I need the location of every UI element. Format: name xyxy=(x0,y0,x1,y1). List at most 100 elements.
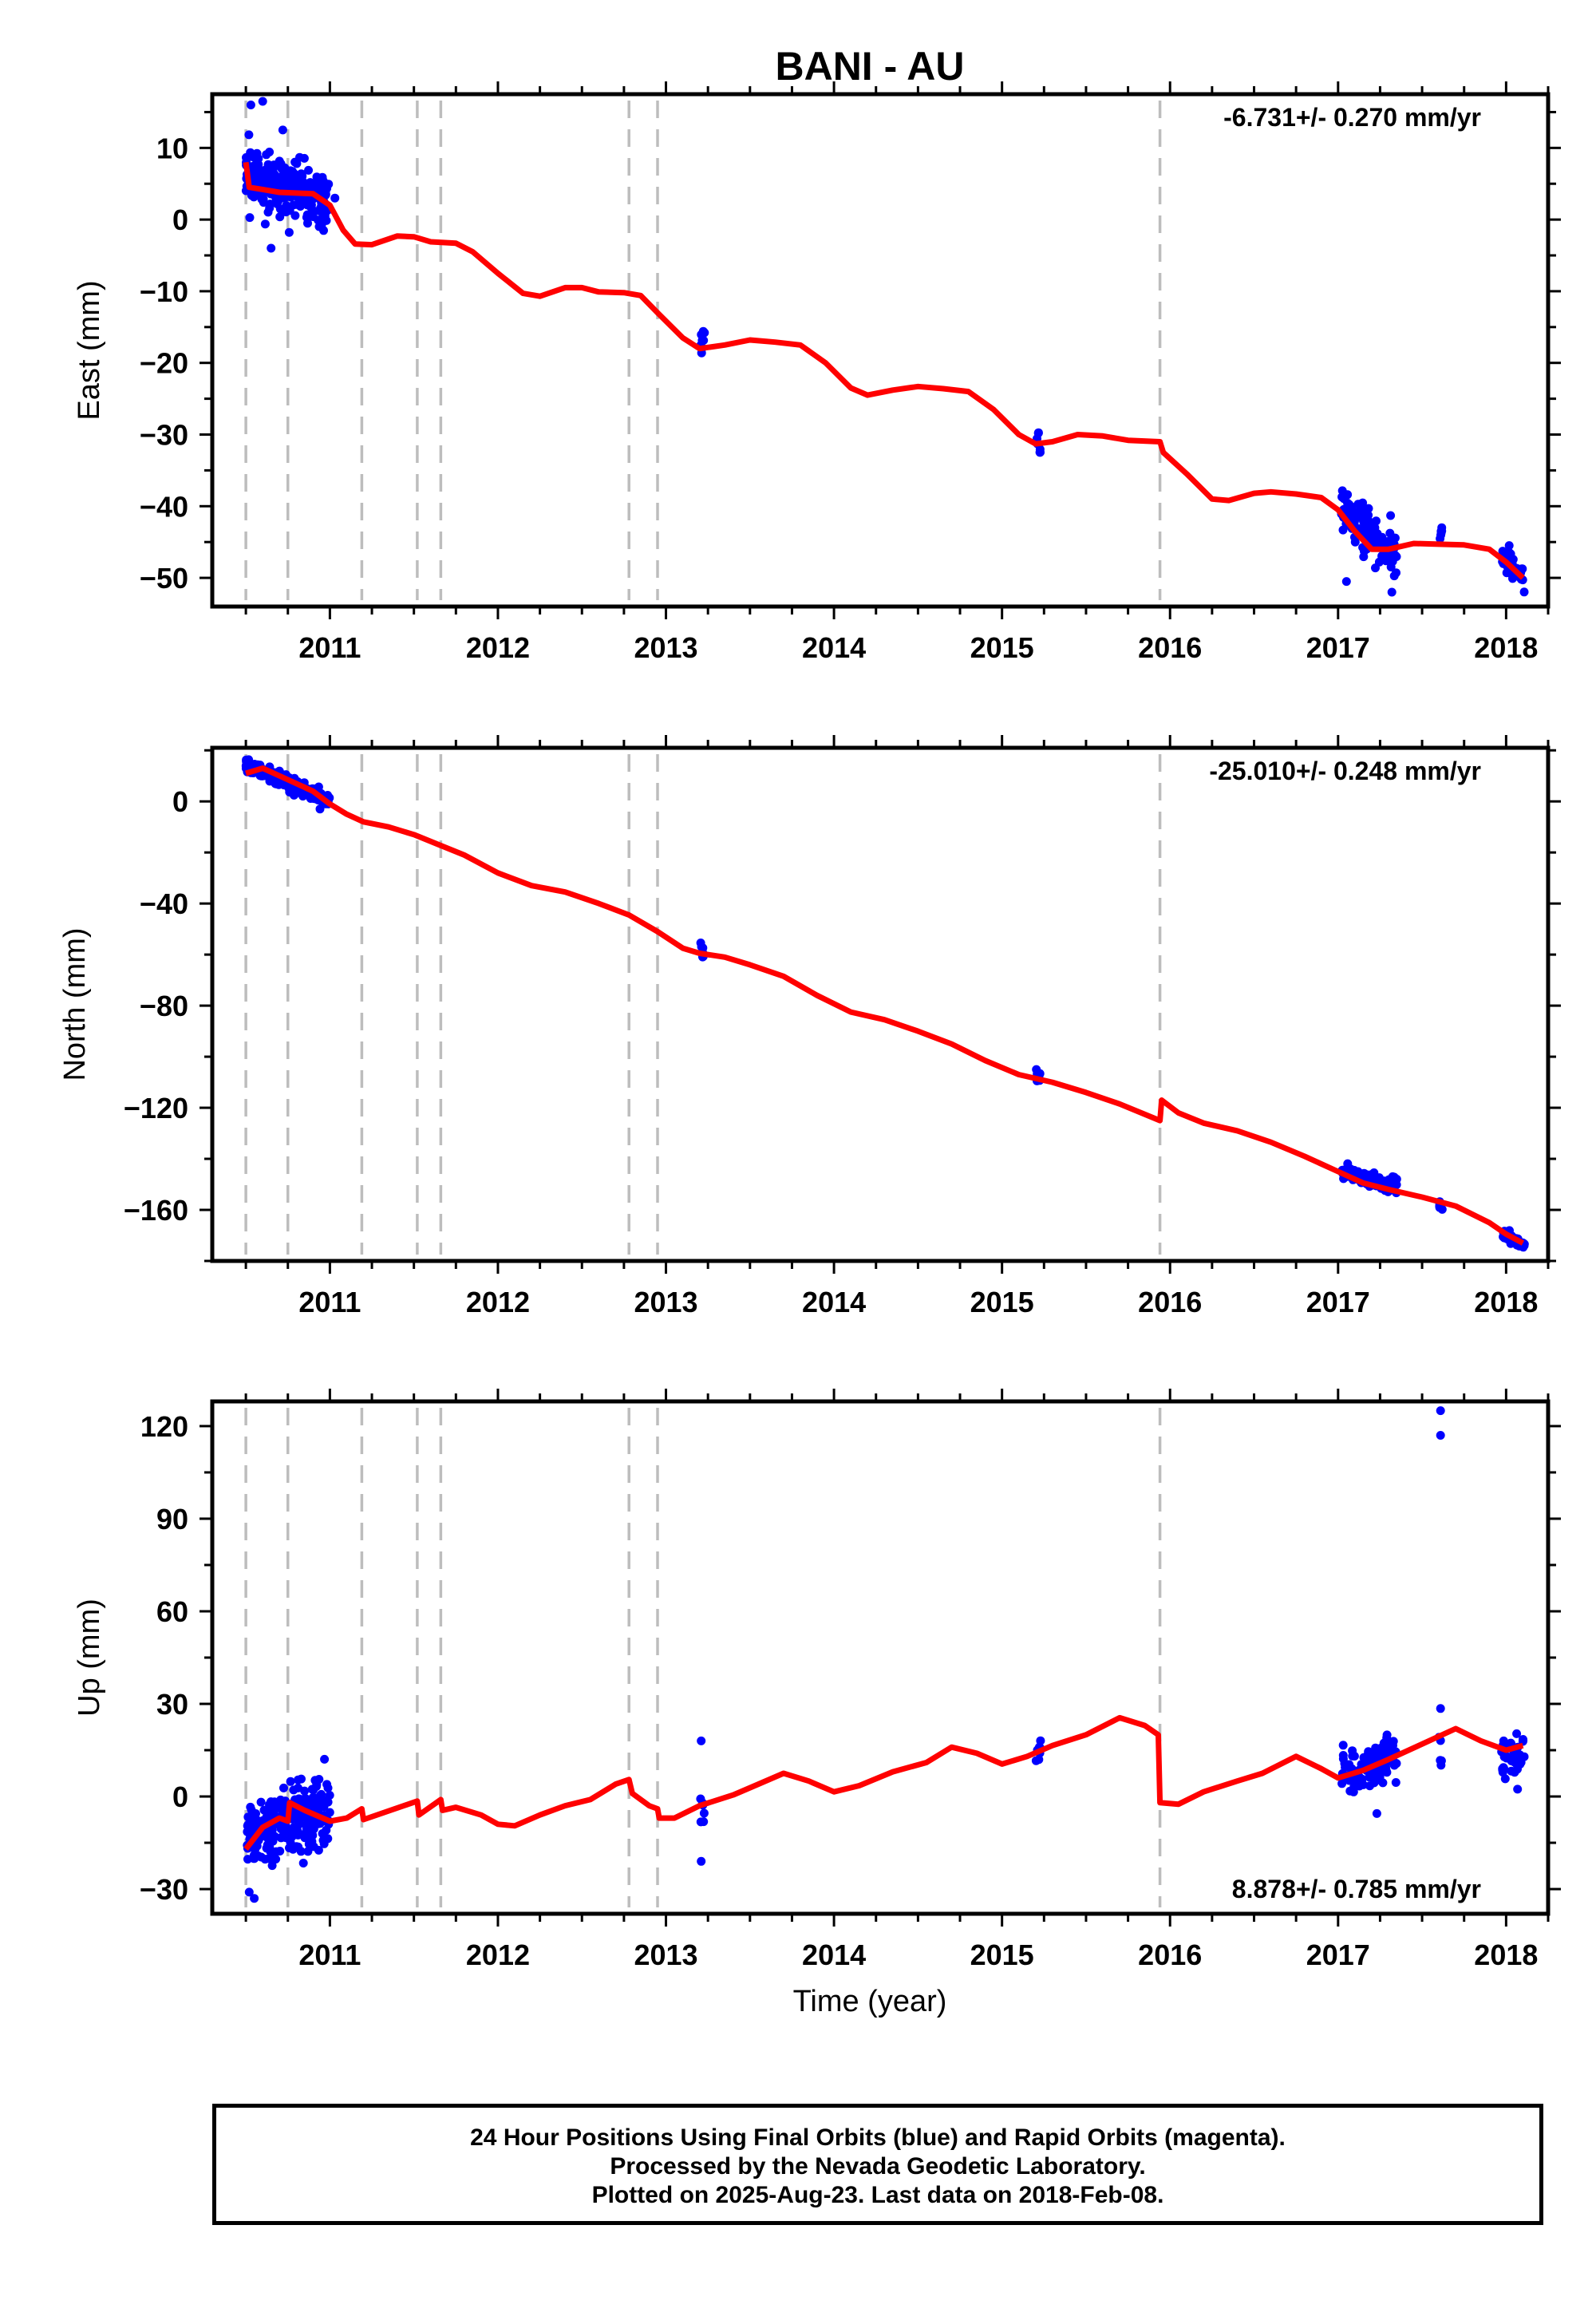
data-point xyxy=(281,207,290,217)
data-point xyxy=(1350,537,1360,547)
data-point xyxy=(306,794,315,803)
data-point xyxy=(1436,1406,1445,1416)
y-tick-label: 120 xyxy=(140,1410,188,1443)
data-point xyxy=(258,97,267,106)
y-tick-label: −120 xyxy=(124,1092,188,1124)
data-point xyxy=(1373,1771,1383,1780)
data-point xyxy=(263,1829,273,1838)
data-point xyxy=(1382,1768,1392,1777)
data-point xyxy=(1033,429,1043,438)
data-point xyxy=(1372,1808,1381,1818)
data-point xyxy=(1348,1746,1357,1756)
y-tick-label: −80 xyxy=(140,990,188,1022)
data-point xyxy=(1510,1768,1519,1777)
data-point xyxy=(292,1842,301,1852)
data-point xyxy=(1359,1753,1369,1762)
data-point xyxy=(243,1855,252,1864)
data-point xyxy=(697,1856,706,1866)
x-axis-label: Time (year) xyxy=(793,1985,947,2018)
data-point xyxy=(1371,563,1380,573)
data-point xyxy=(246,148,255,157)
rate-annotation: 8.878+/- 0.785 mm/yr xyxy=(1232,1875,1481,1903)
data-point xyxy=(1034,1755,1044,1765)
plot-area xyxy=(241,97,1529,597)
data-point xyxy=(279,1783,288,1792)
data-point xyxy=(275,777,284,787)
data-point xyxy=(323,1783,333,1792)
data-point xyxy=(1343,1159,1353,1168)
data-point xyxy=(263,207,273,217)
data-point xyxy=(272,175,282,184)
data-point xyxy=(1354,509,1364,519)
data-point xyxy=(314,1775,324,1784)
data-point xyxy=(273,197,282,206)
data-point xyxy=(319,1839,329,1848)
x-tick-label: 2014 xyxy=(802,1939,866,1971)
x-tick-label: 2015 xyxy=(970,1286,1034,1318)
rate-annotation: -25.010+/- 0.248 mm/yr xyxy=(1209,757,1481,785)
data-point xyxy=(1036,1736,1045,1745)
data-point xyxy=(265,180,275,189)
y-tick-label: 90 xyxy=(156,1503,188,1535)
y-axis-label: East (mm) xyxy=(73,280,106,420)
data-point xyxy=(318,1829,327,1838)
data-point xyxy=(302,1814,312,1824)
data-point xyxy=(282,166,292,176)
data-point xyxy=(297,169,306,179)
data-point xyxy=(270,1832,279,1841)
data-point xyxy=(309,1842,318,1852)
data-point xyxy=(285,1844,294,1852)
data-point xyxy=(1355,500,1365,510)
x-tick-label: 2012 xyxy=(466,1286,530,1318)
data-point xyxy=(265,148,275,156)
x-tick-label: 2013 xyxy=(634,1286,697,1318)
data-point xyxy=(1372,516,1381,526)
panel-east: 2011 2012 2013 2014 2015 2016 2017 2018 10 0 −10 −2… xyxy=(73,81,1561,664)
data-point xyxy=(1378,1778,1388,1788)
x-tick-label: 2015 xyxy=(970,631,1034,664)
data-point xyxy=(1436,1704,1445,1713)
x-tick-label: 2014 xyxy=(802,631,866,664)
data-point xyxy=(270,1797,279,1807)
data-point xyxy=(245,213,255,223)
data-point xyxy=(303,219,312,228)
footer-box: 24 Hour Positions Using Final Orbits (bl… xyxy=(212,2104,1543,2225)
data-point xyxy=(699,1808,709,1818)
data-point xyxy=(1364,504,1373,513)
data-point xyxy=(281,1833,290,1843)
panel-up: 2011 2012 2013 2014 2015 2016 2017 2018 120 90 60 3… xyxy=(73,1389,1561,1971)
data-point xyxy=(290,157,300,167)
data-point xyxy=(318,213,327,223)
data-point xyxy=(1437,526,1447,536)
y-tick-label: −40 xyxy=(140,887,188,920)
y-tick-label: 0 xyxy=(172,1780,188,1813)
data-point xyxy=(304,165,313,175)
x-tick-label: 2018 xyxy=(1474,1286,1538,1318)
data-point xyxy=(257,195,267,204)
chart-title: BANI - AU xyxy=(775,44,964,89)
plot-area xyxy=(243,1406,1529,1903)
data-point xyxy=(699,336,709,345)
data-point xyxy=(1498,547,1507,556)
data-point xyxy=(317,220,326,230)
data-point xyxy=(316,1791,326,1800)
x-tick-label: 2011 xyxy=(298,1286,361,1318)
panels: 2011 2012 2013 2014 2015 2016 2017 2018 10 0 −10 −2… xyxy=(58,81,1561,1971)
data-point xyxy=(1386,511,1396,520)
data-point xyxy=(699,1817,709,1827)
plot-area xyxy=(241,755,1529,1252)
data-point xyxy=(320,1754,330,1764)
data-point xyxy=(1345,1786,1355,1796)
data-point xyxy=(299,196,309,206)
data-point xyxy=(1436,1756,1446,1765)
data-point xyxy=(306,203,316,212)
data-point xyxy=(1500,1774,1510,1784)
data-point xyxy=(1389,533,1399,543)
x-tick-label: 2015 xyxy=(970,1939,1034,1971)
data-point xyxy=(1362,513,1371,523)
footer-line-1: 24 Hour Positions Using Final Orbits (bl… xyxy=(470,2124,1286,2151)
data-point xyxy=(243,761,252,770)
x-tick-label: 2017 xyxy=(1306,1939,1370,1971)
y-axis-label: North (mm) xyxy=(58,927,92,1081)
